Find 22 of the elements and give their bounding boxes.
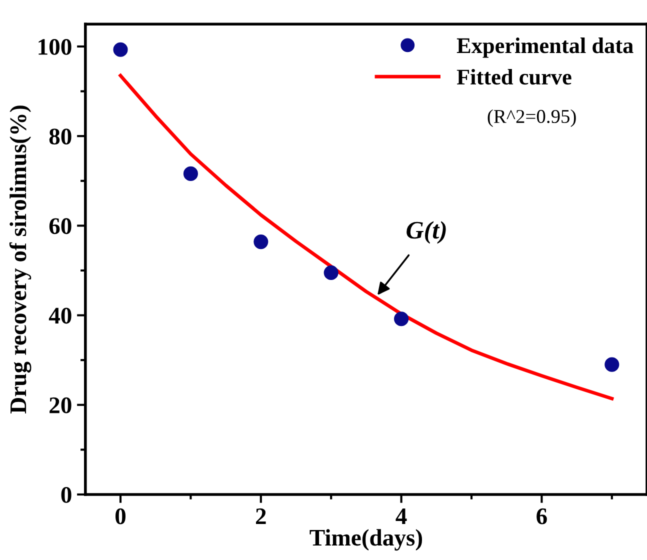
legend-label: Experimental data <box>456 38 634 58</box>
point <box>254 234 268 250</box>
point <box>113 42 128 57</box>
y-tick-label: 100 <box>38 38 72 55</box>
x-tick-label: 4 <box>396 508 407 524</box>
annotation: G(t) <box>406 221 446 244</box>
y-tick-label: 60 <box>49 218 72 234</box>
annotation: (R^2=0.95) <box>488 109 576 127</box>
point <box>604 357 620 372</box>
y-tick-label: 80 <box>49 128 72 145</box>
point <box>324 265 338 280</box>
y-tick-label: 0 <box>61 486 72 503</box>
y-tick-label: 20 <box>50 397 72 414</box>
point <box>183 166 198 181</box>
y-axis-title: Drug recovery of sirolimus(%) <box>9 106 32 414</box>
y-tick-label: 40 <box>48 308 72 324</box>
x-tick-label: 0 <box>116 508 126 524</box>
x-axis-title: Time(days) <box>310 529 422 551</box>
legend-label: Fitted curve <box>456 68 572 85</box>
x-tick-label: 6 <box>536 508 547 524</box>
point <box>394 312 409 326</box>
x-tick-label: 2 <box>256 508 266 524</box>
